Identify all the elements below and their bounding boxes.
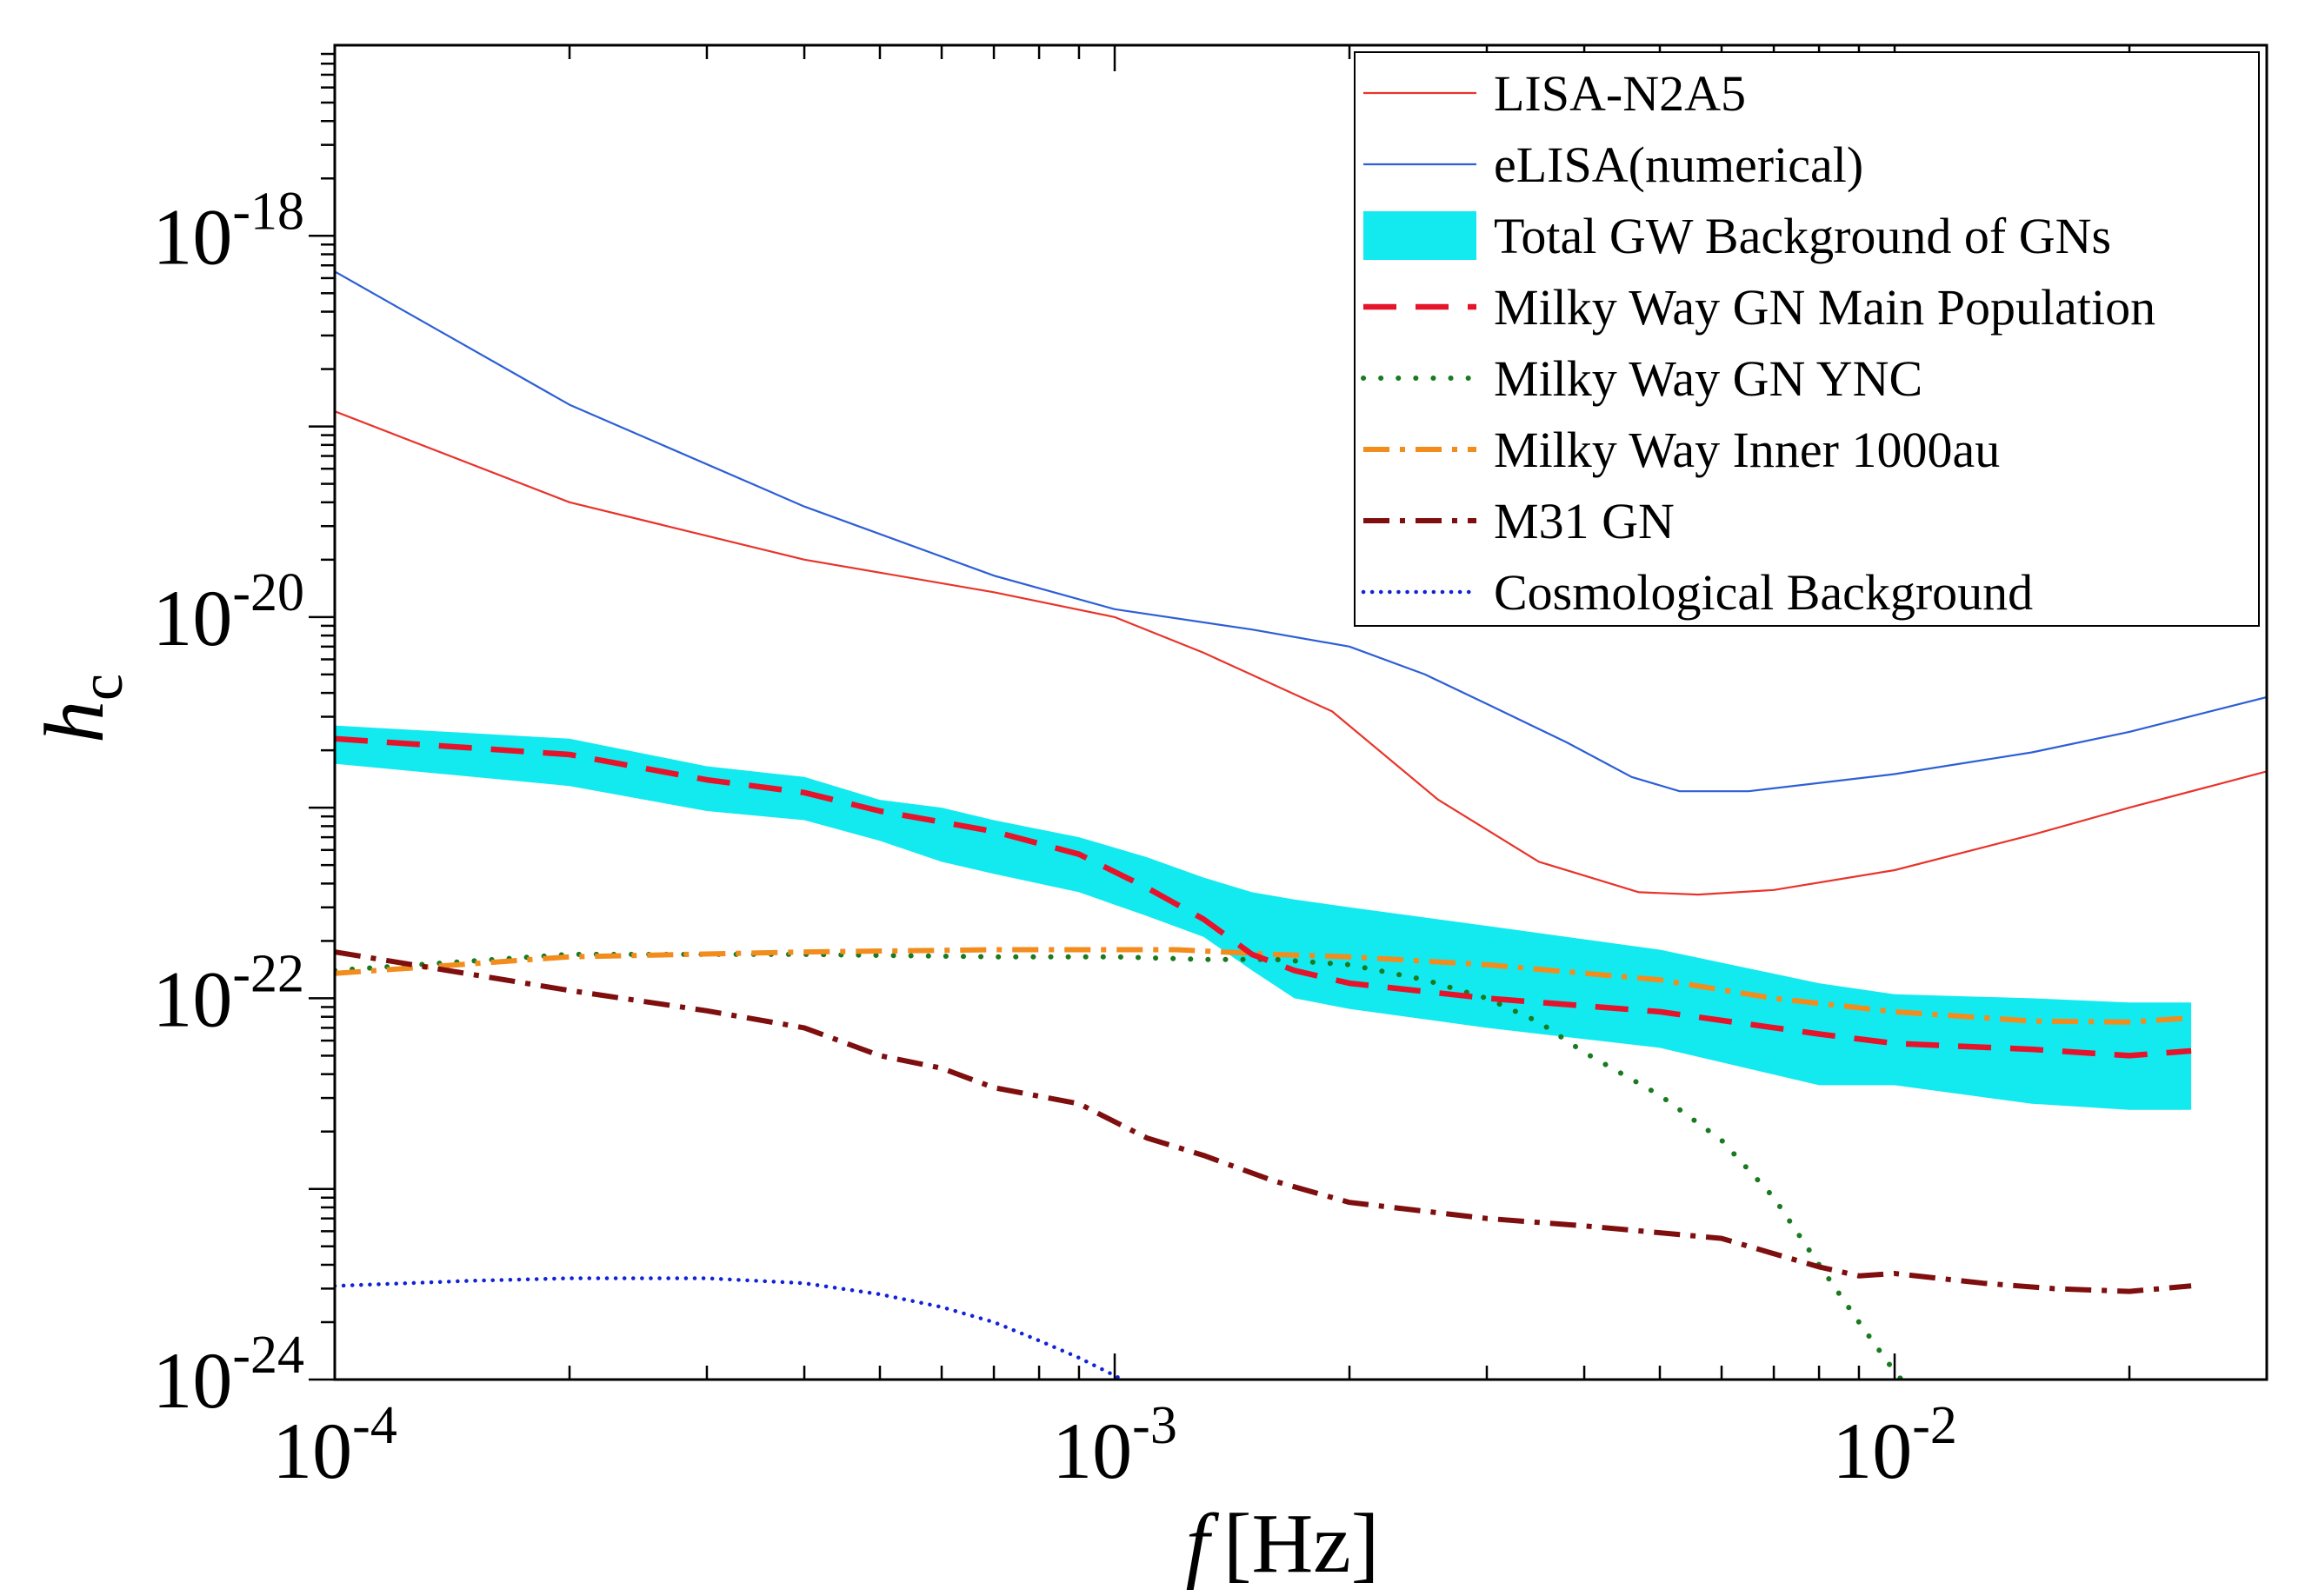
x-tick-label: 10-3: [1052, 1396, 1177, 1495]
y-tick-label: 10-18: [152, 182, 304, 281]
legend-label: M31 GN: [1494, 493, 1675, 549]
legend-label: LISA-N2A5: [1494, 65, 1746, 122]
ticks-layer: [309, 45, 2268, 1381]
series-band: [335, 725, 2192, 1110]
legend-item-band: Total GW Background of GNs: [1363, 208, 2111, 264]
series-lisa: [335, 410, 2267, 896]
x-tick-label: 10-4: [272, 1396, 397, 1495]
legend-label: Total GW Background of GNs: [1494, 208, 2111, 264]
legend-label: Milky Way GN YNC: [1494, 350, 1922, 407]
y-axis-title-sub: c: [69, 674, 136, 701]
legend-item-mw_main: Milky Way GN Main Population: [1363, 279, 2155, 336]
series-mw_inner: [335, 947, 2192, 1025]
series-cosmo: [335, 1276, 1127, 1380]
y-axis-title-main: h: [28, 701, 122, 743]
series-mw_main: [335, 735, 2192, 1059]
y-axis-title: hc: [28, 674, 136, 743]
x-tick-label: 10-2: [1832, 1396, 1957, 1495]
band-layer: [335, 725, 2192, 1110]
x-axis-title-unit: [Hz]: [1223, 1497, 1380, 1591]
y-tick-label: 10-22: [152, 944, 304, 1043]
legend-label: Milky Way Inner 1000au: [1494, 422, 2000, 478]
legend-label: Milky Way GN Main Population: [1494, 279, 2155, 336]
legend-item-m31: M31 GN: [1363, 493, 1675, 549]
x-axis-title-var: f: [1186, 1497, 1220, 1591]
plot-frame: [333, 43, 2268, 1381]
legend-frame: [1354, 51, 2260, 627]
y-tick-label: 10-24: [152, 1326, 304, 1425]
legend-label: eLISA(numerical): [1494, 136, 1863, 193]
legend-swatch: [1363, 211, 1476, 260]
legend-item-cosmo: Cosmological Background: [1361, 564, 2033, 621]
legend-item-elisa: eLISA(numerical): [1363, 136, 1863, 193]
legend-item-mw_inner: Milky Way Inner 1000au: [1363, 422, 2000, 478]
tick-labels: 10-4 10-3 10-2 10-24 10-22 10-20 10-18: [152, 182, 1957, 1495]
y-tick-label: 10-20: [152, 563, 304, 662]
series-m31: [335, 949, 2192, 1294]
series-elisa: [335, 270, 2267, 793]
x-axis-title: f [Hz]: [1186, 1497, 1380, 1591]
legend-label: Cosmological Background: [1494, 564, 2033, 621]
legend-item-lisa: LISA-N2A5: [1363, 65, 1746, 122]
legend-item-mw_ync: Milky Way GN YNC: [1361, 350, 1922, 407]
legend: LISA-N2A5 eLISA(numerical) Total GW Backgr…: [1354, 51, 2260, 627]
series-layer: [335, 270, 2267, 1380]
